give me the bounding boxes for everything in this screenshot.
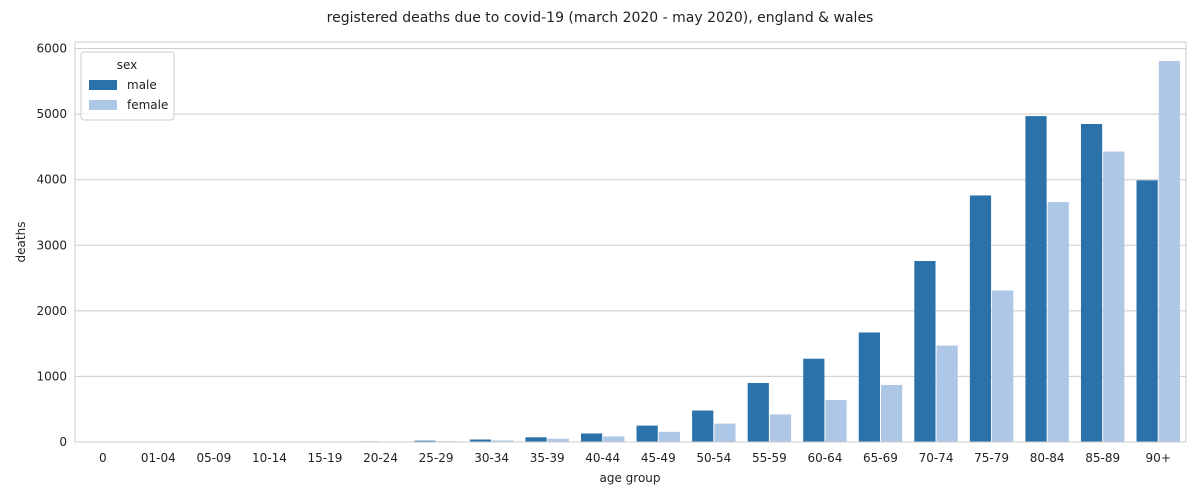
x-tick-label: 65-69 — [863, 451, 898, 465]
x-tick-label: 05-09 — [196, 451, 231, 465]
chart-title: registered deaths due to covid-19 (march… — [327, 10, 874, 26]
bar-male-30-34 — [469, 439, 492, 442]
legend-label-female: female — [127, 98, 168, 112]
bar-female-80-84 — [1047, 202, 1069, 442]
grid-lines — [75, 48, 1186, 443]
y-tick-label: 1000 — [36, 369, 67, 383]
bar-male-85-89 — [1080, 123, 1103, 442]
legend-swatch-male — [89, 80, 117, 90]
bar-female-45-49 — [658, 431, 680, 442]
x-tick-label: 80-84 — [1030, 451, 1065, 465]
x-tick-label: 40-44 — [585, 451, 620, 465]
bar-female-65-69 — [880, 384, 903, 442]
bar-female-70-74 — [936, 345, 958, 442]
y-tick-label: 6000 — [36, 42, 67, 56]
bar-male-50-54 — [692, 410, 714, 442]
legend-title: sex — [117, 58, 138, 72]
bar-male-35-39 — [525, 437, 547, 442]
bar-female-60-64 — [825, 400, 847, 442]
x-tick-label: 25-29 — [419, 451, 454, 465]
x-tick-label: 30-34 — [474, 451, 509, 465]
bars — [81, 61, 1180, 443]
x-tick-label: 60-64 — [807, 451, 842, 465]
x-tick-label: 20-24 — [363, 451, 398, 465]
y-axis-label: deaths — [14, 222, 28, 263]
bar-female-50-54 — [714, 423, 736, 442]
bar-female-35-39 — [547, 438, 569, 442]
bar-male-55-59 — [747, 382, 769, 442]
x-tick-label: 55-59 — [752, 451, 787, 465]
x-tick-label: 85-89 — [1085, 451, 1120, 465]
y-tick-label: 5000 — [36, 107, 67, 121]
bar-female-40-44 — [603, 436, 625, 442]
bar-male-90+ — [1136, 180, 1158, 442]
bar-male-80-84 — [1025, 116, 1047, 442]
bar-male-70-74 — [914, 261, 936, 442]
bar-male-45-49 — [636, 425, 658, 442]
x-axis-ticks: 0 01-04 05-09 10-14 15-19 20-24 25-29 30-34 35-3… — [99, 451, 1171, 465]
x-tick-label: 35-39 — [530, 451, 565, 465]
bar-female-55-59 — [769, 414, 792, 442]
x-tick-label: 0 — [99, 451, 107, 465]
bar-male-65-69 — [858, 332, 880, 442]
legend-swatch-female — [89, 100, 117, 110]
x-axis-label: age group — [599, 471, 660, 485]
x-tick-label: 70-74 — [919, 451, 954, 465]
x-tick-label: 90+ — [1146, 451, 1171, 465]
bar-female-90+ — [1158, 61, 1180, 443]
y-tick-label: 3000 — [36, 238, 67, 252]
x-tick-label: 01-04 — [141, 451, 176, 465]
y-tick-label: 0 — [59, 435, 67, 449]
plot-frame — [74, 41, 1187, 443]
y-tick-label: 4000 — [36, 173, 67, 187]
legend: sex male female — [80, 51, 175, 121]
bar-male-60-64 — [803, 358, 825, 442]
x-tick-label: 50-54 — [696, 451, 731, 465]
x-tick-label: 45-49 — [641, 451, 676, 465]
bar-male-25-29 — [414, 440, 436, 442]
bar-male-75-79 — [969, 195, 992, 442]
bar-male-40-44 — [581, 433, 603, 442]
bar-female-75-79 — [992, 290, 1014, 442]
bar-female-30-34 — [492, 440, 514, 442]
x-tick-label: 10-14 — [252, 451, 287, 465]
x-tick-label: 15-19 — [308, 451, 343, 465]
y-tick-label: 2000 — [36, 304, 67, 318]
legend-label-male: male — [127, 78, 157, 92]
x-tick-label: 75-79 — [974, 451, 1009, 465]
bar-female-85-89 — [1103, 151, 1125, 443]
y-axis-ticks: 0 1000 2000 3000 4000 5000 6000 — [36, 42, 67, 449]
